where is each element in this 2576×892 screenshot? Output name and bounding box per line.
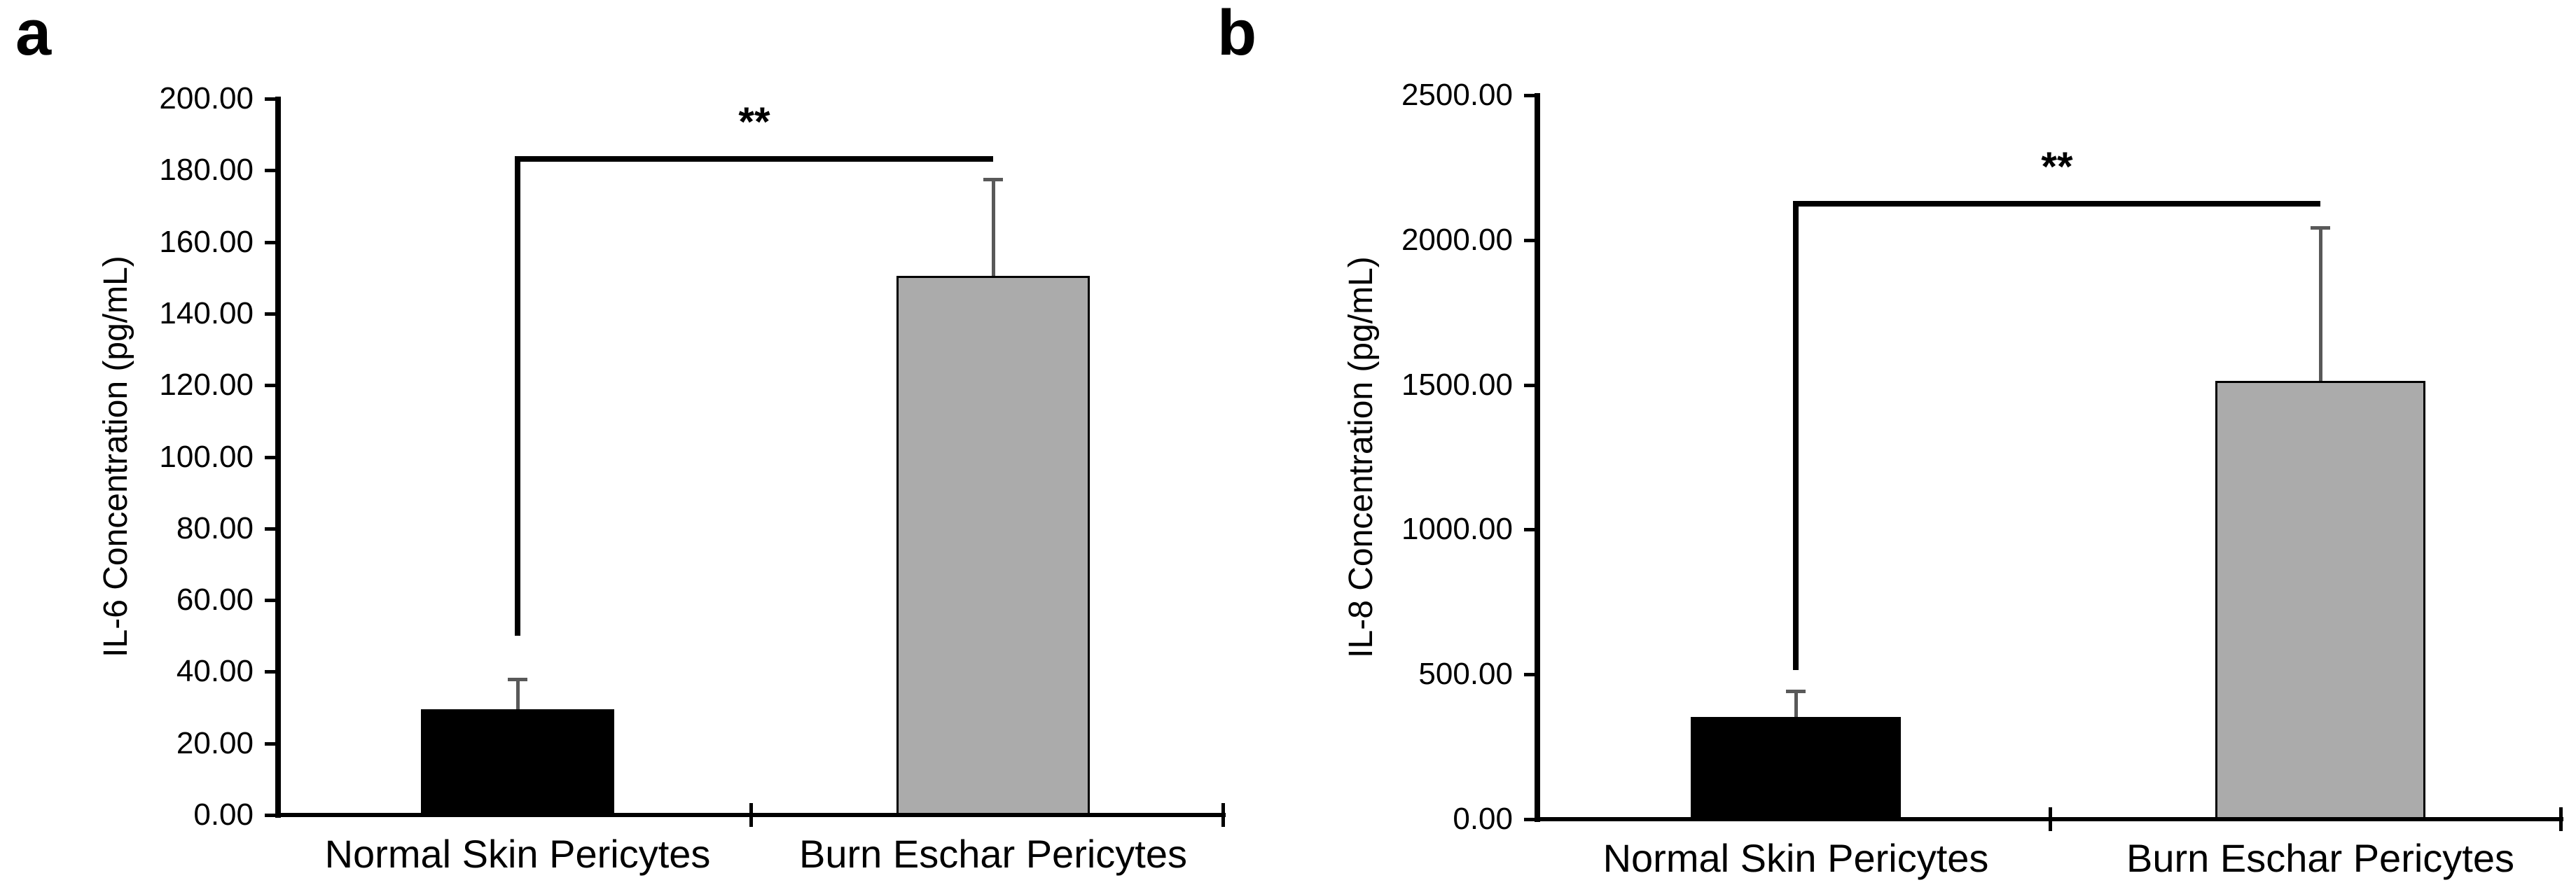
y-tick-label: 60.00 — [176, 583, 254, 617]
y-tick-label: 1500.00 — [1401, 368, 1513, 402]
y-tick-mark — [265, 312, 275, 316]
x-category-label: Normal Skin Pericytes — [324, 832, 711, 876]
y-tick-mark — [265, 742, 275, 746]
y-tick-label: 40.00 — [176, 654, 254, 688]
y-tick-mark — [265, 241, 275, 244]
y-tick-label: 180.00 — [159, 153, 254, 187]
significance-label: ** — [738, 99, 770, 145]
y-tick-mark — [265, 814, 275, 817]
significance-label: ** — [2041, 144, 2073, 190]
y-axis-line — [1535, 93, 1540, 822]
significance-bracket-horizontal — [1793, 201, 2320, 207]
y-tick-label: 0.00 — [193, 797, 254, 832]
y-tick-mark — [265, 384, 275, 387]
y-tick-mark — [1524, 528, 1535, 531]
panel-letter: b — [1217, 0, 1257, 69]
bar-burn-eschar — [2215, 381, 2425, 819]
significance-bracket-left-drop — [515, 156, 520, 636]
y-tick-label: 2000.00 — [1401, 223, 1513, 257]
y-tick-label: 120.00 — [159, 368, 254, 402]
y-tick-label: 20.00 — [176, 726, 254, 760]
x-category-label: Burn Eschar Pericytes — [799, 832, 1187, 876]
y-tick-mark — [1524, 673, 1535, 676]
y-tick-mark — [1524, 94, 1535, 97]
y-tick-label: 1000.00 — [1401, 512, 1513, 546]
y-tick-mark — [265, 169, 275, 172]
bar-normal-skin — [1691, 717, 1901, 819]
error-bar-cap — [508, 678, 527, 681]
bar-burn-eschar — [896, 276, 1090, 815]
x-tick-mark — [749, 803, 753, 827]
y-tick-label: 500.00 — [1418, 657, 1513, 691]
y-tick-label: 0.00 — [1453, 802, 1513, 836]
y-tick-label: 2500.00 — [1401, 78, 1513, 112]
y-tick-label: 80.00 — [176, 511, 254, 545]
error-bar-stem — [2319, 228, 2322, 385]
y-tick-mark — [265, 456, 275, 459]
y-tick-mark — [265, 599, 275, 602]
y-tick-mark — [265, 527, 275, 531]
error-bar-stem — [992, 179, 995, 280]
y-tick-mark — [265, 97, 275, 101]
significance-bracket-horizontal — [515, 156, 993, 162]
y-tick-label: 200.00 — [159, 81, 254, 116]
error-bar-stem — [516, 679, 520, 713]
y-axis-line — [275, 97, 281, 818]
y-tick-label: 100.00 — [159, 440, 254, 474]
y-tick-mark — [1524, 384, 1535, 387]
x-category-label: Normal Skin Pericytes — [1602, 836, 1989, 880]
y-tick-label: 160.00 — [159, 225, 254, 259]
x-category-label: Burn Eschar Pericytes — [2126, 836, 2514, 880]
x-tick-mark — [2559, 807, 2563, 831]
y-tick-mark — [1524, 239, 1535, 242]
y-tick-mark — [1524, 818, 1535, 821]
significance-bracket-left-drop — [1793, 201, 1799, 670]
panel-letter: a — [15, 0, 52, 69]
x-tick-mark — [1221, 803, 1225, 827]
error-bar-cap — [1786, 690, 1806, 693]
error-bar-cap — [983, 178, 1003, 181]
x-tick-mark — [2049, 807, 2052, 831]
bar-normal-skin — [421, 709, 614, 815]
error-bar-cap — [2311, 226, 2330, 230]
y-tick-mark — [265, 670, 275, 674]
error-bar-stem — [1794, 691, 1798, 721]
y-tick-label: 140.00 — [159, 296, 254, 330]
